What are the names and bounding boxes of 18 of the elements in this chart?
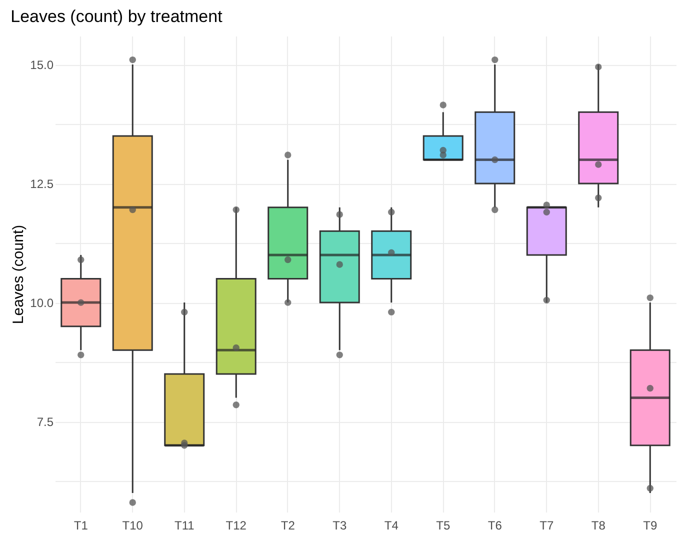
y-tick-label: 7.5 <box>36 415 54 430</box>
y-tick-label: 12.5 <box>30 177 54 192</box>
x-tick-label: T1 <box>74 518 88 532</box>
x-tick-label: T8 <box>591 518 606 532</box>
x-tick-label: T2 <box>280 518 296 532</box>
x-tick-label: T3 <box>332 518 347 532</box>
x-tick-label: T9 <box>643 518 658 532</box>
chart-title: Leaves (count) by treatment <box>10 7 223 26</box>
x-tick-label: T11 <box>174 518 195 532</box>
x-tick-label: T4 <box>384 518 399 532</box>
x-tick-label: T12 <box>226 518 247 532</box>
y-tick-label: 15.0 <box>30 58 54 72</box>
x-tick-label: T10 <box>122 518 144 532</box>
x-tick-label: T6 <box>488 518 502 532</box>
y-axis-title: Leaves (count) <box>10 224 28 324</box>
y-tick-label: 10.0 <box>30 296 54 310</box>
x-tick-label: T7 <box>540 518 554 532</box>
x-tick-label: T5 <box>436 518 450 532</box>
